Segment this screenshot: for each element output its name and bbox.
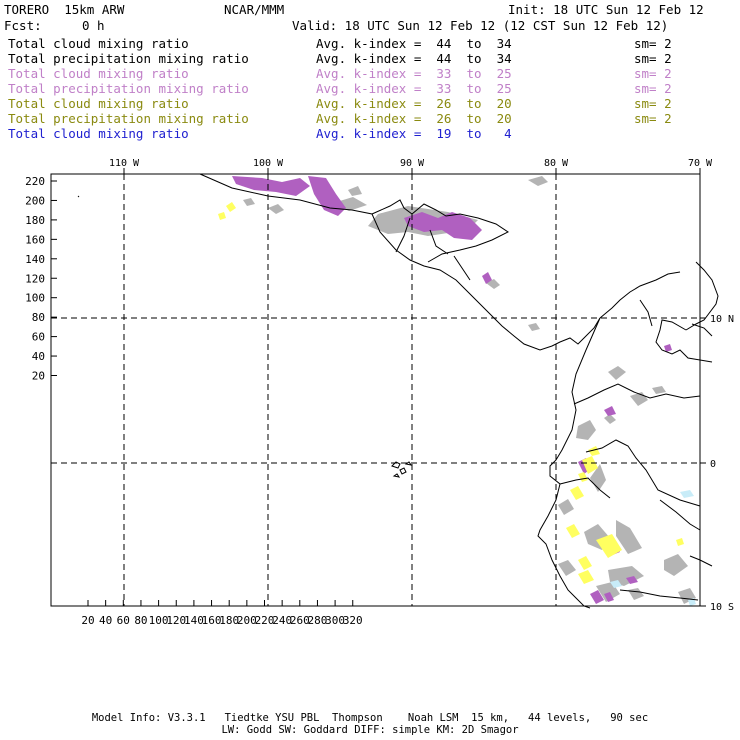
field-smoothing: sm= 2	[634, 36, 672, 51]
y-tick-label: 80	[32, 311, 45, 324]
lon-label: 100 W	[253, 158, 284, 169]
x-tick-label: 140	[184, 614, 204, 627]
latlon-grid	[51, 174, 700, 606]
field-kindex: Avg. k-index = 26 to 20	[316, 111, 512, 126]
y-tick-label: 160	[25, 233, 45, 246]
map-frame	[50, 173, 701, 607]
x-tick-label: 160	[202, 614, 222, 627]
x-tick-label: 300	[325, 614, 345, 627]
valid-time: Valid: 18 UTC Sun 12 Feb 12 (12 CST Sun …	[292, 18, 669, 33]
model-info-line: Model Info: V3.3.1 Tiedtke YSU PBL Thomp…	[91, 712, 649, 724]
x-tick-label: 100	[149, 614, 169, 627]
field-name: Total precipitation mixing ratio	[8, 111, 249, 126]
x-tick-label: 20	[81, 614, 94, 627]
field-kindex: Avg. k-index = 44 to 34	[316, 51, 512, 66]
y-axis-ticks: 220 200 180 160 140 120 100 80 60 40 20	[25, 175, 57, 383]
field-smoothing: sm= 2	[634, 111, 672, 126]
gray-cloud-areas	[243, 176, 696, 604]
init-time: Init: 18 UTC Sun 12 Feb 12	[508, 2, 704, 17]
field-kindex: Avg. k-index = 19 to 4	[316, 126, 512, 141]
coastline	[77, 173, 719, 609]
lon-label: 90 W	[400, 158, 425, 169]
y-tick-label: 20	[32, 370, 45, 383]
field-smoothing: sm= 2	[634, 81, 672, 96]
y-tick-label: 120	[25, 272, 45, 285]
lat-label: 10 S	[710, 602, 734, 613]
lat-label: 10 N	[710, 314, 734, 325]
field-name: Total cloud mixing ratio	[8, 36, 189, 51]
model-title: TORERO 15km ARW	[4, 2, 125, 17]
forecast-label: Fcst:	[4, 18, 42, 33]
field-kindex: Avg. k-index = 33 to 25	[316, 81, 512, 96]
y-tick-label: 180	[25, 214, 45, 227]
y-tick-label: 100	[25, 292, 45, 305]
x-tick-label: 180	[219, 614, 239, 627]
lon-label: 110 W	[109, 158, 140, 169]
field-kindex: Avg. k-index = 33 to 25	[316, 66, 512, 81]
x-tick-label: 60	[117, 614, 130, 627]
field-kindex: Avg. k-index = 44 to 34	[316, 36, 512, 51]
y-tick-label: 140	[25, 253, 45, 266]
latitude-labels: 10 N 0 10 S	[700, 314, 734, 613]
field-name: Total cloud mixing ratio	[8, 126, 189, 141]
y-tick-label: 60	[32, 331, 45, 344]
lat-label: 0	[710, 459, 716, 470]
x-tick-label: 200	[237, 614, 257, 627]
y-tick-label: 200	[25, 194, 45, 207]
longitude-labels: 110 W 100 W 90 W 80 W 70 W	[109, 158, 713, 174]
field-kindex: Avg. k-index = 26 to 20	[316, 96, 512, 111]
field-smoothing: sm= 2	[634, 66, 672, 81]
field-name: Total cloud mixing ratio	[8, 96, 189, 111]
x-tick-label: 80	[134, 614, 147, 627]
forecast-hour: 0 h	[82, 18, 105, 33]
org-label: NCAR/MMM	[224, 2, 285, 17]
field-smoothing: sm= 2	[634, 96, 672, 111]
x-tick-label: 260	[290, 614, 310, 627]
x-tick-label: 320	[343, 614, 363, 627]
x-tick-label: 120	[166, 614, 186, 627]
lon-label: 80 W	[544, 158, 569, 169]
x-axis-ticks: 20 40 60 80 10012014016018020022024026028030…	[81, 600, 363, 627]
yellow-areas	[218, 202, 684, 584]
x-tick-label: 40	[99, 614, 112, 627]
x-tick-label: 280	[308, 614, 328, 627]
field-name: Total precipitation mixing ratio	[8, 81, 249, 96]
field-smoothing: sm= 2	[634, 51, 672, 66]
x-tick-label: 220	[255, 614, 275, 627]
x-tick-label: 240	[272, 614, 292, 627]
physics-info-line: LW: Godd SW: Goddard DIFF: simple KM: 2D…	[221, 724, 519, 736]
y-tick-label: 40	[32, 350, 45, 363]
y-tick-label: 220	[25, 175, 45, 188]
field-name: Total precipitation mixing ratio	[8, 51, 249, 66]
field-name: Total cloud mixing ratio	[8, 66, 189, 81]
lon-label: 70 W	[688, 158, 713, 169]
cyan-areas	[610, 490, 696, 606]
